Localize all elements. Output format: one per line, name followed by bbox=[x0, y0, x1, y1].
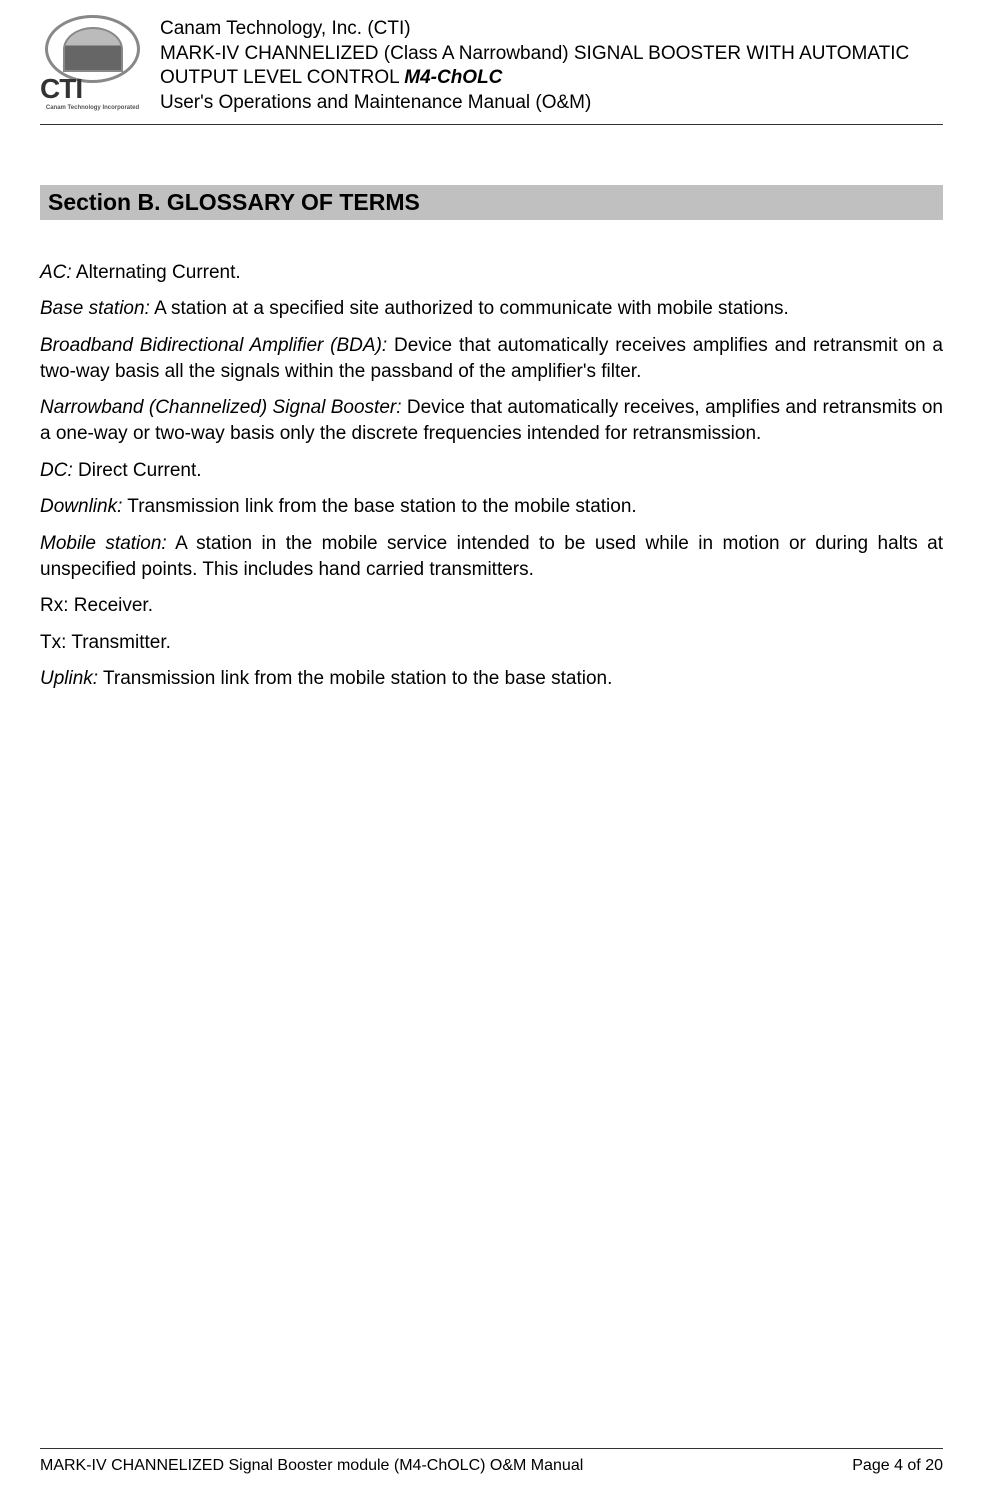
glossary-definition: Alternating Current. bbox=[72, 262, 241, 283]
content-area: Section B. GLOSSARY OF TERMS AC: Alterna… bbox=[40, 185, 943, 1448]
glossary-definition: Direct Current. bbox=[73, 460, 202, 481]
glossary-definition: A station at a specified site authorized… bbox=[150, 298, 789, 319]
header-product-prefix: OUTPUT LEVEL CONTROL bbox=[160, 67, 404, 88]
glossary-term: Base station: bbox=[40, 298, 150, 319]
glossary-term: DC: bbox=[40, 460, 73, 481]
glossary-term: AC: bbox=[40, 262, 72, 283]
header-product-model: M4-ChOLC bbox=[404, 67, 502, 88]
document-page: CTI Canam Technology Incorporated Canam … bbox=[0, 0, 983, 1505]
glossary-entry: Narrowband (Channelized) Signal Booster:… bbox=[40, 395, 943, 446]
glossary-entry: Tx: Transmitter. bbox=[40, 630, 943, 656]
footer-left: MARK-IV CHANNELIZED Signal Booster modul… bbox=[40, 1457, 583, 1475]
logo-tagline: Canam Technology Incorporated bbox=[40, 105, 145, 111]
header-product-line1: MARK-IV CHANNELIZED (Class A Narrowband)… bbox=[160, 42, 943, 67]
company-logo: CTI Canam Technology Incorporated bbox=[40, 15, 145, 111]
section-heading: Section B. GLOSSARY OF TERMS bbox=[40, 185, 943, 220]
logo-cti-text: CTI bbox=[40, 73, 145, 105]
glossary-definition: Rx: Receiver. bbox=[40, 595, 153, 616]
glossary-entry: DC: Direct Current. bbox=[40, 458, 943, 484]
glossary-term: Mobile station: bbox=[40, 533, 167, 554]
glossary-entry: Downlink: Transmission link from the bas… bbox=[40, 494, 943, 520]
glossary-term: Broadband Bidirectional Amplifier (BDA): bbox=[40, 335, 387, 356]
glossary-entry: Mobile station: A station in the mobile … bbox=[40, 531, 943, 582]
header-subtitle: User's Operations and Maintenance Manual… bbox=[160, 91, 943, 116]
glossary-term: Uplink: bbox=[40, 668, 98, 689]
glossary-definition: A station in the mobile service intended… bbox=[40, 533, 943, 580]
page-footer: MARK-IV CHANNELIZED Signal Booster modul… bbox=[40, 1448, 943, 1475]
glossary-definition: Transmission link from the mobile statio… bbox=[98, 668, 612, 689]
glossary-entry: Uplink: Transmission link from the mobil… bbox=[40, 666, 943, 692]
glossary-list: AC: Alternating Current. Base station: A… bbox=[40, 260, 943, 692]
footer-right: Page 4 of 20 bbox=[852, 1457, 943, 1475]
glossary-definition: Tx: Transmitter. bbox=[40, 632, 171, 653]
glossary-definition: Transmission link from the base station … bbox=[122, 496, 636, 517]
header-company: Canam Technology, Inc. (CTI) bbox=[160, 17, 943, 42]
glossary-term: Downlink: bbox=[40, 496, 122, 517]
glossary-entry: AC: Alternating Current. bbox=[40, 260, 943, 286]
glossary-term: Narrowband (Channelized) Signal Booster: bbox=[40, 397, 402, 418]
header-text-block: Canam Technology, Inc. (CTI) MARK-IV CHA… bbox=[160, 15, 943, 116]
glossary-entry: Broadband Bidirectional Amplifier (BDA):… bbox=[40, 333, 943, 384]
header-product-line2: OUTPUT LEVEL CONTROL M4-ChOLC bbox=[160, 66, 943, 91]
page-header: CTI Canam Technology Incorporated Canam … bbox=[40, 15, 943, 125]
glossary-entry: Base station: A station at a specified s… bbox=[40, 296, 943, 322]
glossary-entry: Rx: Receiver. bbox=[40, 593, 943, 619]
